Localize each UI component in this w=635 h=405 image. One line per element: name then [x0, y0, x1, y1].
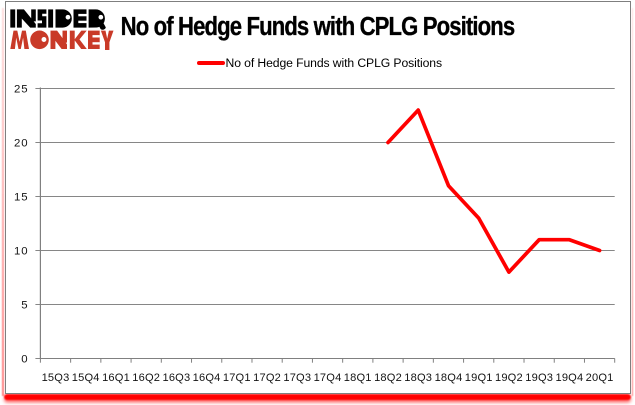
svg-text:19Q3: 19Q3	[525, 372, 553, 384]
svg-text:5: 5	[21, 299, 28, 311]
svg-text:15: 15	[14, 191, 28, 203]
svg-text:18Q4: 18Q4	[435, 372, 463, 384]
svg-text:15Q3: 15Q3	[42, 372, 70, 384]
svg-text:16Q2: 16Q2	[132, 372, 160, 384]
svg-text:19Q2: 19Q2	[495, 372, 523, 384]
svg-text:18Q1: 18Q1	[344, 372, 372, 384]
svg-text:25: 25	[14, 83, 28, 95]
svg-text:16Q3: 16Q3	[162, 372, 190, 384]
svg-text:18Q3: 18Q3	[404, 372, 432, 384]
svg-text:10: 10	[14, 245, 28, 257]
svg-text:17Q2: 17Q2	[253, 372, 281, 384]
svg-text:15Q4: 15Q4	[72, 372, 100, 384]
svg-text:17Q1: 17Q1	[223, 372, 251, 384]
svg-text:16Q1: 16Q1	[102, 372, 130, 384]
svg-text:19Q1: 19Q1	[465, 372, 493, 384]
svg-text:18Q2: 18Q2	[374, 372, 402, 384]
svg-text:20: 20	[14, 137, 28, 149]
svg-text:16Q4: 16Q4	[193, 372, 221, 384]
svg-text:0: 0	[21, 353, 28, 365]
svg-text:20Q1: 20Q1	[586, 372, 614, 384]
svg-text:19Q4: 19Q4	[555, 372, 583, 384]
svg-text:17Q3: 17Q3	[283, 372, 311, 384]
svg-text:17Q4: 17Q4	[314, 372, 342, 384]
